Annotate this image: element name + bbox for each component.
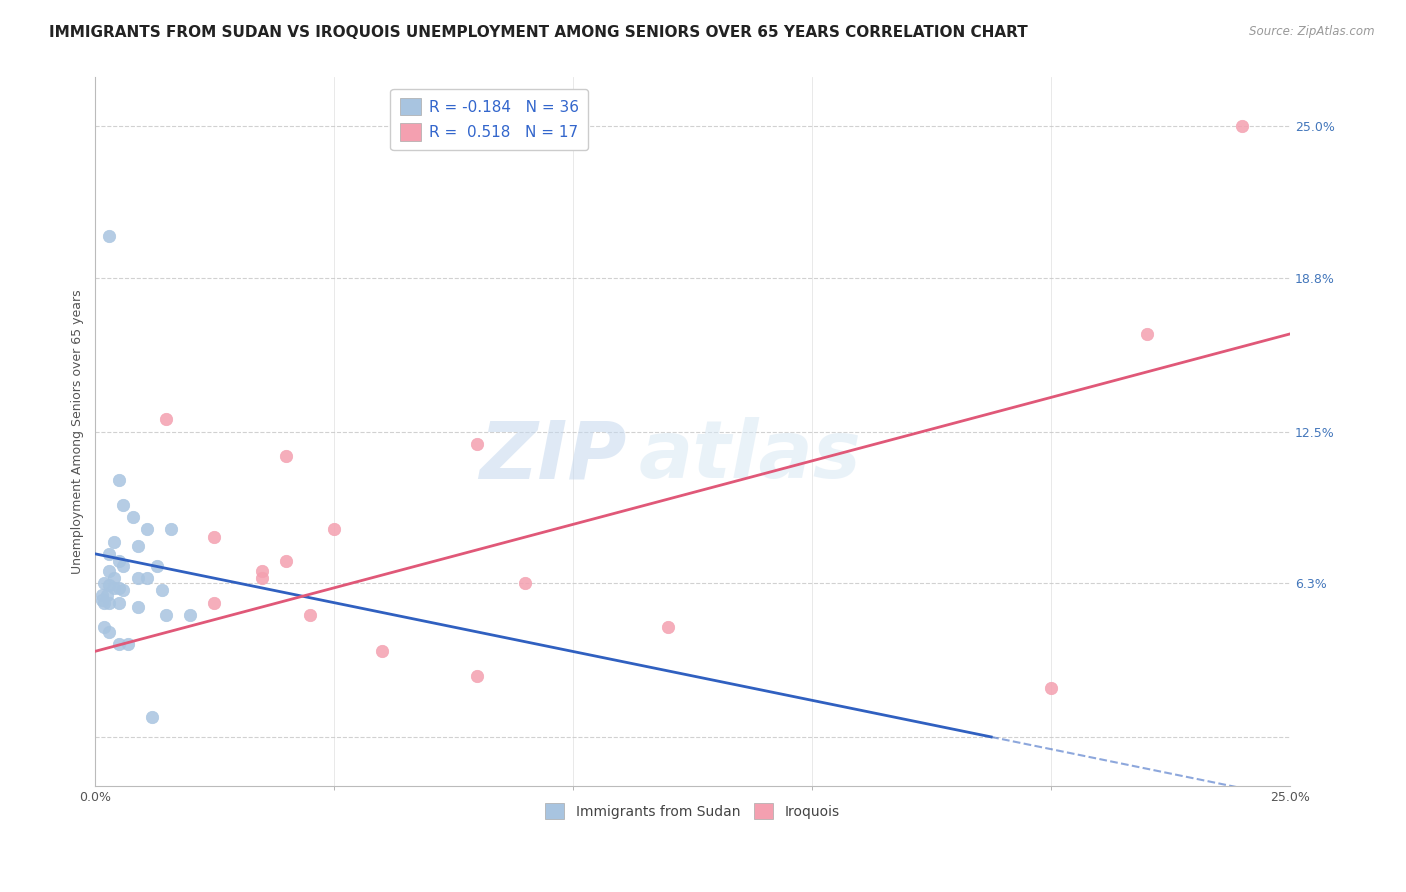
- Point: [112, 558, 135, 573]
- Point: [513, 576, 536, 591]
- Point: [96, 588, 118, 602]
- Point: [98, 564, 121, 578]
- Point: [202, 530, 225, 544]
- Point: [136, 522, 159, 536]
- Point: [322, 522, 344, 536]
- Point: [107, 637, 129, 651]
- Point: [112, 498, 135, 512]
- Point: [141, 710, 163, 724]
- Point: [98, 596, 121, 610]
- Point: [1039, 681, 1062, 695]
- Point: [160, 522, 183, 536]
- Point: [98, 624, 121, 639]
- Point: [465, 437, 488, 451]
- Point: [250, 564, 273, 578]
- Point: [274, 449, 297, 463]
- Point: [93, 620, 115, 634]
- Point: [90, 593, 112, 607]
- Point: [127, 540, 149, 554]
- Text: Source: ZipAtlas.com: Source: ZipAtlas.com: [1250, 25, 1375, 38]
- Point: [136, 571, 159, 585]
- Point: [150, 583, 173, 598]
- Point: [93, 576, 115, 591]
- Point: [146, 558, 169, 573]
- Point: [103, 581, 125, 595]
- Legend: Immigrants from Sudan, Iroquois: Immigrants from Sudan, Iroquois: [540, 797, 845, 825]
- Point: [93, 596, 115, 610]
- Point: [90, 588, 112, 602]
- Point: [98, 229, 121, 244]
- Point: [657, 620, 679, 634]
- Point: [202, 596, 225, 610]
- Text: IMMIGRANTS FROM SUDAN VS IROQUOIS UNEMPLOYMENT AMONG SENIORS OVER 65 YEARS CORRE: IMMIGRANTS FROM SUDAN VS IROQUOIS UNEMPL…: [49, 25, 1028, 40]
- Point: [274, 554, 297, 568]
- Point: [98, 547, 121, 561]
- Point: [122, 510, 145, 524]
- Point: [1135, 326, 1157, 341]
- Point: [250, 571, 273, 585]
- Point: [112, 583, 135, 598]
- Point: [298, 607, 321, 622]
- Point: [127, 571, 149, 585]
- Point: [107, 554, 129, 568]
- Point: [107, 474, 129, 488]
- Y-axis label: Unemployment Among Seniors over 65 years: Unemployment Among Seniors over 65 years: [72, 289, 84, 574]
- Point: [465, 669, 488, 683]
- Point: [155, 412, 177, 426]
- Text: atlas: atlas: [638, 417, 862, 495]
- Point: [98, 578, 121, 592]
- Point: [103, 534, 125, 549]
- Point: [127, 600, 149, 615]
- Text: ZIP: ZIP: [479, 417, 627, 495]
- Point: [107, 596, 129, 610]
- Point: [107, 581, 129, 595]
- Point: [103, 571, 125, 585]
- Point: [155, 607, 177, 622]
- Point: [179, 607, 201, 622]
- Point: [370, 644, 392, 658]
- Point: [1232, 120, 1254, 134]
- Point: [117, 637, 139, 651]
